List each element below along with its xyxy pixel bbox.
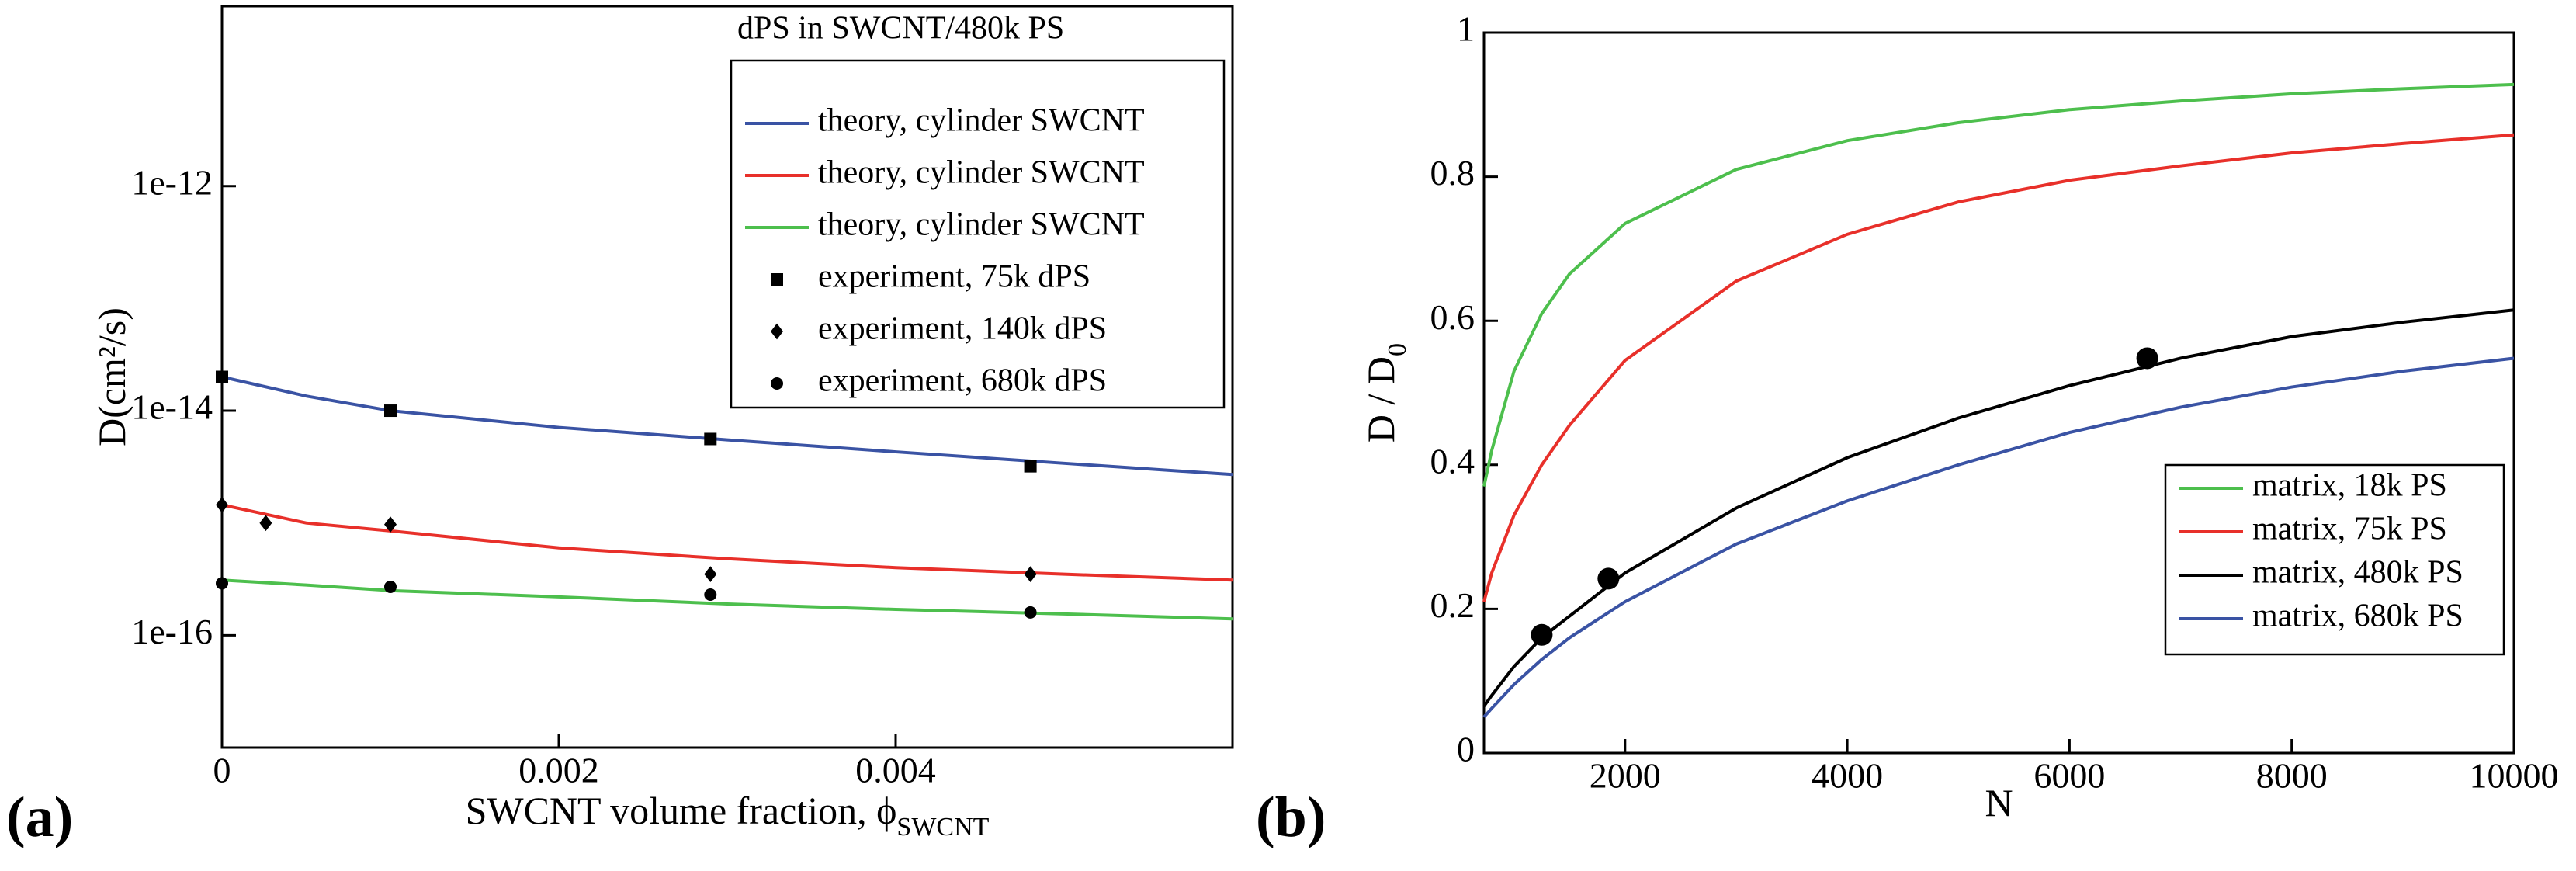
x-tick-label: 2000 [1590,756,1661,796]
x-tick-label: 4000 [1812,756,1883,796]
y-tick-label: 1e-12 [131,162,213,202]
series-line [221,578,1233,621]
y-tick-label: 0.6 [1430,297,1475,337]
series-line [1482,356,2515,718]
data-point [216,577,228,590]
x-tick-label: 0.004 [855,751,936,790]
data-point [259,515,272,532]
data-point [704,566,717,583]
data-point [216,496,228,513]
data-point [1597,567,1620,590]
x-tick-label: 8000 [2256,756,2328,796]
x-axis-label: SWCNT volume fraction, ϕSWCNT [466,789,990,842]
legend-label: matrix, 480k PS [2252,555,2463,591]
data-point [384,516,397,533]
series-line [1482,133,2515,602]
x-axis-label-sub: SWCNT [896,813,989,842]
legend-marker [771,377,783,390]
y-tick-label: 0.4 [1430,441,1475,481]
legend-label: theory, cylinder SWCNT [818,207,1145,243]
x-axis-label-text: N [1985,781,2013,824]
y-tick-label: 0.8 [1430,153,1475,193]
legend-box [2164,463,2505,656]
legend-label: experiment, 75k dPS [818,259,1090,295]
y-axis-label: D(cm²/s) [90,307,133,446]
y-axis-label-text: D / D [1359,356,1402,442]
series-line [221,503,1233,582]
data-point [216,370,228,383]
x-axis-label-text: SWCNT volume fraction, ϕ [466,789,897,832]
x-tick-label: 0 [213,751,231,790]
y-axis-label-sub: 0 [1383,343,1412,356]
data-point [1531,623,1553,646]
y-tick-label: 1 [1457,9,1475,49]
legend-marker [771,323,783,340]
legend-label: matrix, 18k PS [2252,468,2447,504]
data-point [2136,347,2158,370]
legend-marker [771,273,783,286]
plot-frame [1482,31,2515,755]
data-point [1024,566,1037,583]
x-tick-label: 10000 [2470,756,2559,796]
data-point [704,432,717,446]
data-point [1024,460,1037,473]
series-line [1482,308,2515,707]
data-point [1024,606,1037,619]
panel-label: (a) [6,786,73,849]
legend-title: dPS in SWCNT/480k PS [737,11,1064,47]
legend-label: matrix, 680k PS [2252,599,2463,634]
y-tick-label: 0 [1457,730,1475,769]
y-axis-label: D / D0 [1359,343,1412,442]
data-point [704,588,717,602]
data-point [384,404,397,418]
x-tick-label: 6000 [2033,756,2105,796]
legend-label: theory, cylinder SWCNT [818,103,1145,139]
y-axis-label-text: D(cm²/s) [90,307,133,446]
y-tick-label: 1e-14 [131,387,213,427]
y-tick-label: 0.2 [1430,585,1475,625]
x-axis-label: N [1985,781,2013,824]
legend-label: experiment, 680k dPS [818,363,1107,399]
legend-box [730,59,1226,409]
legend-label: experiment, 140k dPS [818,311,1107,347]
y-tick-label: 1e-16 [131,612,213,651]
data-point [384,580,397,593]
series-line [1482,82,2515,488]
legend-label: matrix, 75k PS [2252,512,2447,547]
panel-label: (b) [1256,786,1326,849]
x-tick-label: 0.002 [518,751,599,790]
legend-label: theory, cylinder SWCNT [818,155,1145,191]
